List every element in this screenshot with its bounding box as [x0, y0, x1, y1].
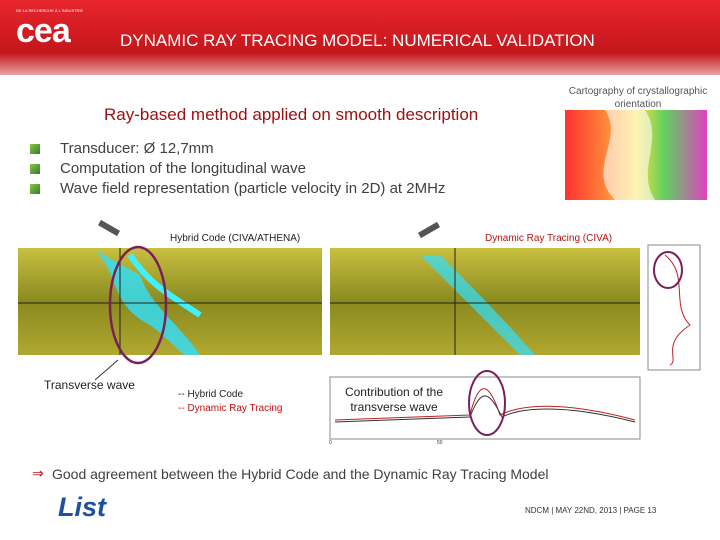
cartography-caption: Cartography of crystallographic orientat…: [568, 86, 708, 110]
conclusion-arrow: ⇒: [32, 465, 44, 481]
hybrid-label: Hybrid Code (CIVA/ATHENA): [170, 233, 301, 244]
cartography-image: [565, 110, 707, 200]
footer-logo: List: [58, 492, 107, 522]
logo: cea: [16, 12, 71, 50]
bullet-marker: [30, 184, 40, 194]
footer-text: NDCM | MAY 22ND, 2013 | PAGE 13: [525, 506, 657, 515]
logo-tagline: DE LA RECHERCHE À L'INDUSTRIE: [16, 8, 84, 13]
conclusion: Good agreement between the Hybrid Code a…: [52, 466, 549, 482]
slide-title: DYNAMIC RAY TRACING MODEL: NUMERICAL VAL…: [120, 31, 595, 50]
header-band: [0, 0, 720, 75]
contribution-label: Contribution of the transverse wave: [338, 385, 450, 415]
subtitle: Ray-based method applied on smooth descr…: [104, 105, 479, 124]
legend-entry: -- Hybrid Code: [178, 389, 244, 400]
bullet: Computation of the longitudinal wave: [60, 160, 306, 177]
bullet-marker: [30, 164, 40, 174]
legend-entry: -- Dynamic Ray Tracing: [178, 403, 283, 414]
bullet: Wave field representation (particle velo…: [60, 180, 446, 197]
figures: [18, 219, 701, 440]
transverse-label: Transverse wave: [44, 378, 135, 392]
plot-tick: 0: [329, 440, 332, 446]
bullet-marker: [30, 144, 40, 154]
drt-label: Dynamic Ray Tracing (CIVA): [485, 233, 613, 244]
bullet: Transducer: Ø 12,7mm: [60, 140, 214, 157]
plot-tick: 50: [437, 440, 443, 446]
